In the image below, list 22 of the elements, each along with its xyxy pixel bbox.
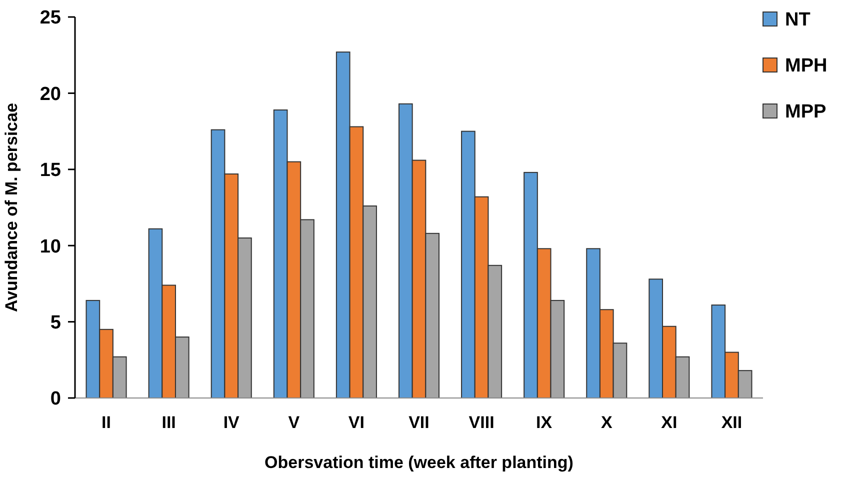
x-tick-label: XII [721,413,742,432]
x-tick-label: VII [408,413,430,432]
y-tick-label: 15 [40,160,62,182]
x-axis-title: Obersvation time (week after planting) [264,453,574,472]
x-tick-label: IV [223,413,240,432]
y-tick-label: 0 [50,388,61,410]
x-tick-label: IX [536,413,553,432]
legend-label: MPH [785,56,828,77]
y-tick-label: 10 [40,236,61,258]
x-tick-label: XI [661,413,678,432]
x-tick-label: X [600,413,613,432]
x-tick-label: V [288,413,300,432]
legend-label: MPP [785,102,826,123]
x-tick-label: VI [348,413,364,432]
x-tick-label: III [162,413,176,432]
y-tick-label: 5 [50,312,62,334]
x-tick-label: II [102,413,111,432]
legend-label: NT [785,10,811,31]
y-axis-title: Avundance of M. persicae [2,102,21,312]
y-tick-label: 20 [40,84,61,105]
y-tick-label: 25 [40,8,62,29]
x-tick-label: VIII [468,413,494,432]
